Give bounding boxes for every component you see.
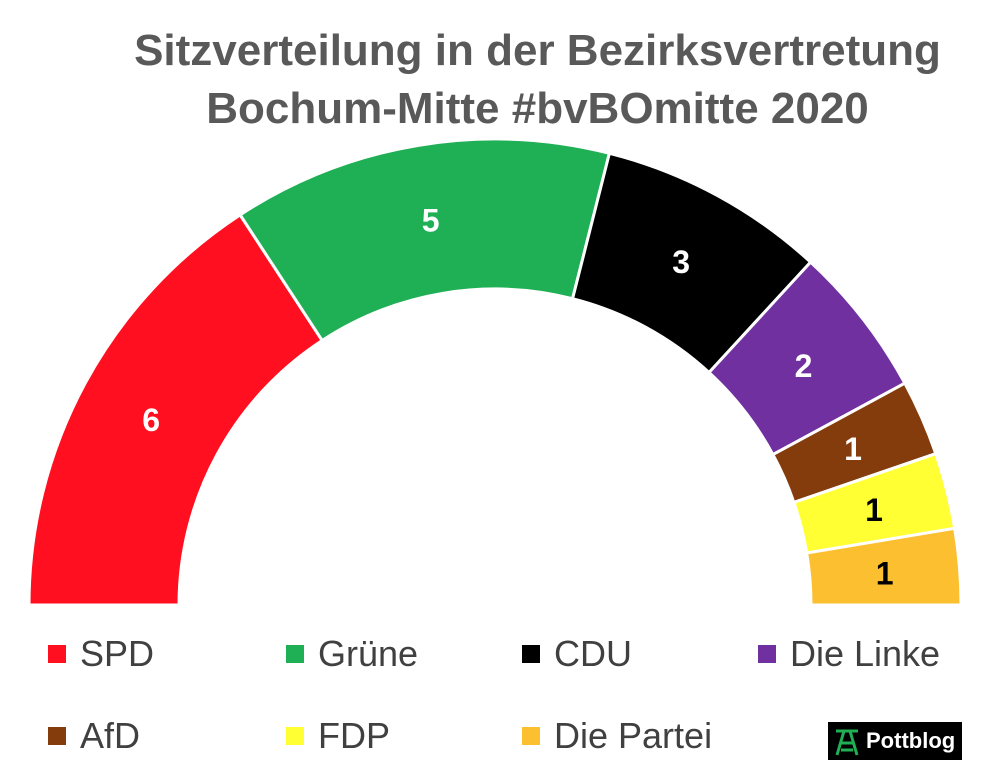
legend-swatch-die-partei [522,727,540,745]
value-label-cdu: 3 [672,244,690,280]
legend-item-spd: SPD [48,633,155,674]
segment-die-partei [804,526,963,607]
legend-swatch-spd [48,645,66,663]
legend-label-cdu: CDU [554,633,632,674]
legend-label-gruene: Grüne [318,633,419,674]
legend-label-die-partei: Die Partei [554,715,713,756]
value-label-gruene: 5 [422,202,440,238]
legend-swatch-gruene [286,645,304,663]
legend-item-afd: AfD [48,715,141,756]
legend-label-afd: AfD [80,715,141,756]
brand-text: Pottblog [866,728,956,753]
chart-title-line-1: Sitzverteilung in der Bezirksvertretung [134,26,941,75]
chart-title-line-2: Bochum-Mitte #bvBOmitte 2020 [206,84,869,133]
value-label-spd: 6 [142,402,160,438]
pottblog-logo: Pottblog [828,722,962,760]
value-label-die-linke: 2 [795,348,813,384]
legend-item-fdp: FDP [286,715,390,756]
legend-item-die-linke: Die Linke [758,633,941,674]
legend-item-gruene: Grüne [286,633,419,674]
headframe-icon [835,729,859,756]
legend-swatch-fdp [286,727,304,745]
legend-label-die-linke: Die Linke [790,633,941,674]
value-label-fdp: 1 [865,492,883,528]
legend-swatch-die-linke [758,645,776,663]
legend-item-cdu: CDU [522,633,632,674]
legend-item-die-partei: Die Partei [522,715,713,756]
legend-swatch-afd [48,727,66,745]
chart-title: Sitzverteilung in der Bezirksvertretung … [0,22,1000,138]
legend-swatch-cdu [522,645,540,663]
legend-label-spd: SPD [80,633,155,674]
value-label-die-partei: 1 [876,556,894,592]
value-label-afd: 1 [844,431,862,467]
legend-label-fdp: FDP [318,715,390,756]
